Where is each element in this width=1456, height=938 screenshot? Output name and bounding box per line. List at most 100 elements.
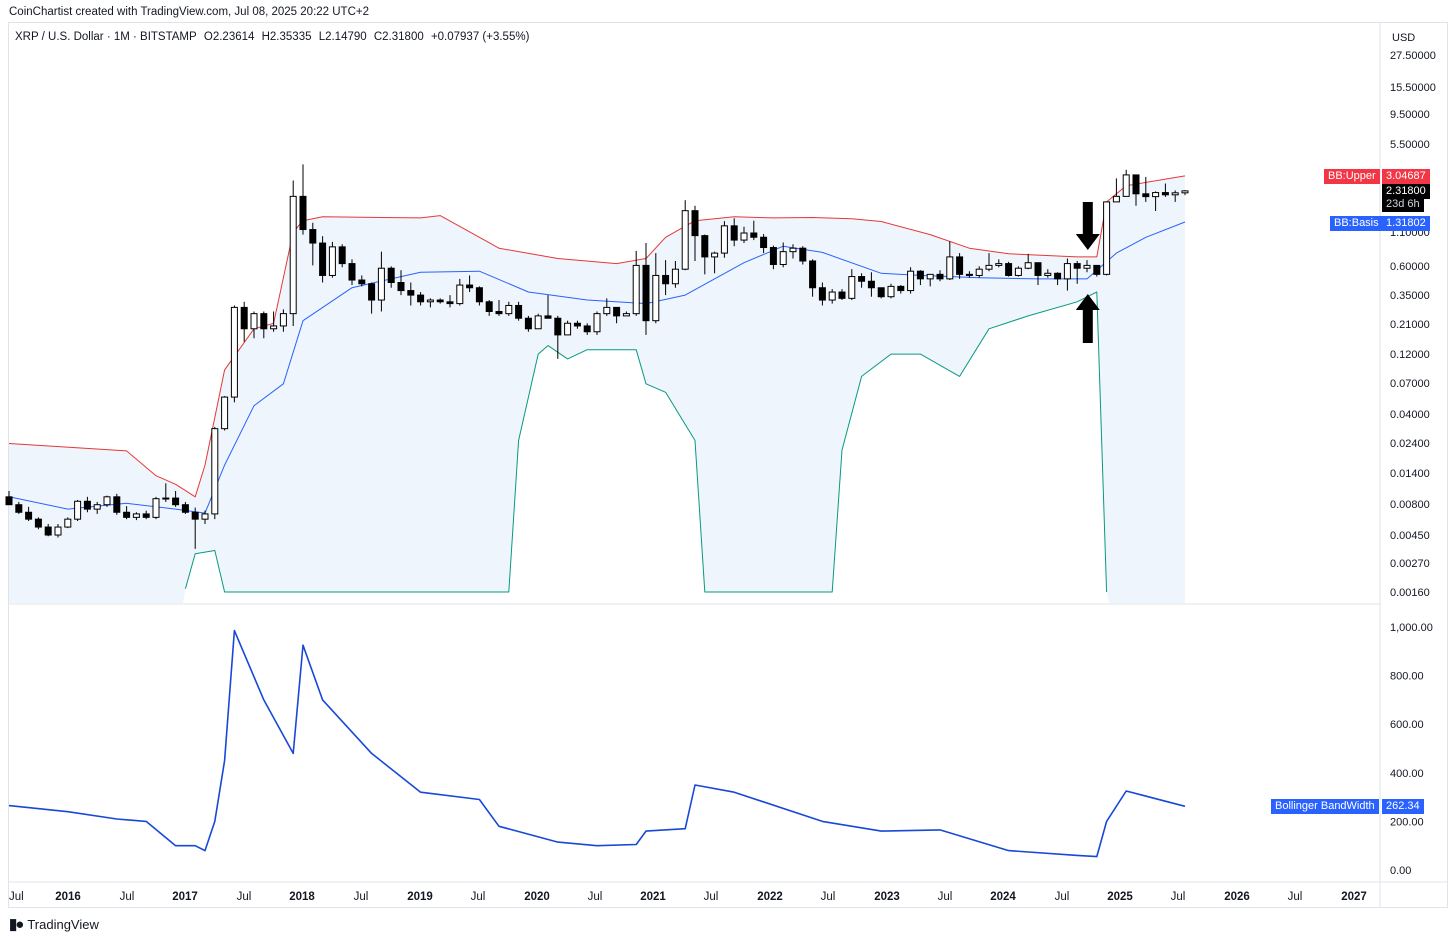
annotation-arrows — [1075, 202, 1100, 343]
candle-body — [956, 256, 964, 275]
candle-body — [1122, 174, 1130, 197]
candle — [201, 510, 209, 524]
time-tick-label: Jul — [821, 891, 836, 903]
bb-upper-label-tag: BB:Upper — [1324, 169, 1380, 184]
time-tick-label: 2025 — [1107, 891, 1133, 903]
candle-body — [34, 518, 42, 528]
candle — [132, 512, 140, 521]
candle — [818, 282, 826, 306]
candle — [348, 259, 356, 286]
candle — [534, 313, 542, 330]
candle — [544, 295, 552, 319]
candle-body — [867, 280, 875, 289]
candle — [936, 270, 944, 282]
bb-upper-value-tag: 3.04687 — [1382, 169, 1430, 184]
candle — [681, 200, 689, 271]
candle — [289, 180, 297, 326]
candle-body — [54, 526, 62, 536]
time-tick-label: Jul — [1288, 891, 1303, 903]
candle-body — [309, 229, 317, 244]
time-tick-label: 2024 — [990, 891, 1016, 903]
price-tick-label: 0.07000 — [1390, 378, 1430, 390]
ohlc-low: L2.14790 — [318, 31, 367, 43]
bollinger-band-layer — [8, 175, 1186, 603]
candle — [505, 301, 513, 316]
candle-body — [515, 304, 523, 319]
candle — [240, 301, 248, 342]
price-tick-label: 0.00450 — [1390, 530, 1430, 542]
time-tick-label: 2027 — [1341, 891, 1367, 903]
candle-body — [1034, 262, 1042, 276]
candle-body — [544, 315, 552, 319]
candle — [475, 286, 483, 306]
candle — [956, 253, 964, 279]
bandwidth-line — [8, 629, 1186, 858]
tradingview-logo[interactable]: ▮● TradingView — [9, 915, 99, 933]
candle-body — [348, 263, 356, 281]
candle-body — [583, 325, 591, 333]
candle-body — [436, 299, 444, 303]
axes: 27.5000015.500009.500005.500001.100000.6… — [9, 23, 1447, 907]
candle-body — [662, 274, 670, 285]
candle-body — [613, 306, 621, 317]
time-tick-label: 2016 — [55, 891, 81, 903]
candle-body — [211, 428, 219, 515]
currency-label[interactable]: USD — [1392, 32, 1416, 44]
candle — [466, 275, 474, 293]
candle-layer — [5, 164, 1189, 549]
candle — [485, 300, 493, 316]
candle-body — [495, 310, 503, 315]
candle — [1044, 269, 1052, 278]
candle-body — [711, 252, 719, 258]
candle — [319, 236, 327, 283]
bandwidth-tick-label: 0.00 — [1390, 865, 1411, 877]
bandwidth-pane — [8, 603, 1380, 858]
price-tick-label: 0.35000 — [1390, 290, 1430, 302]
candle — [995, 259, 1003, 268]
candle — [564, 320, 572, 336]
candle — [1132, 174, 1140, 206]
candle — [1142, 176, 1150, 202]
candle — [1054, 272, 1062, 286]
candle — [387, 266, 395, 288]
bandwidth-tick-label: 200.00 — [1390, 816, 1424, 828]
candle-body — [299, 195, 307, 231]
candle-body — [691, 210, 699, 237]
candle-body — [103, 496, 111, 506]
candle-body — [25, 511, 33, 520]
time-tick-label: 2019 — [407, 891, 433, 903]
candle — [603, 298, 611, 316]
candle-body — [466, 284, 474, 289]
candle-body — [799, 247, 807, 262]
candle — [691, 205, 699, 261]
bandwidth-label-tag: Bollinger BandWidth — [1271, 799, 1379, 814]
candle — [779, 242, 787, 268]
candle — [1181, 190, 1189, 196]
candle — [897, 285, 905, 294]
candle-body — [1024, 262, 1032, 269]
candle-body — [172, 497, 180, 506]
candle-body — [319, 242, 327, 276]
candle — [515, 301, 523, 321]
candle-body — [289, 195, 297, 315]
candle — [1034, 262, 1042, 286]
candle — [1122, 169, 1130, 197]
candle — [965, 271, 973, 278]
brand-name: TradingView — [27, 916, 99, 932]
candle-body — [877, 287, 885, 298]
time-tick-label: Jul — [704, 891, 719, 903]
ohlc-change: +0.07937 (+3.55%) — [430, 31, 530, 43]
candle — [230, 305, 238, 403]
candle — [93, 501, 101, 514]
time-tick-label: 2018 — [289, 891, 315, 903]
candle-body — [1063, 263, 1071, 280]
candle-body — [407, 290, 415, 296]
candle — [279, 309, 287, 332]
candle-body — [368, 283, 376, 301]
bb-lower-line — [184, 291, 1108, 593]
candle-body — [887, 285, 895, 298]
candle-body — [750, 232, 758, 238]
candle-body — [671, 268, 679, 285]
candle-body — [1044, 272, 1052, 276]
